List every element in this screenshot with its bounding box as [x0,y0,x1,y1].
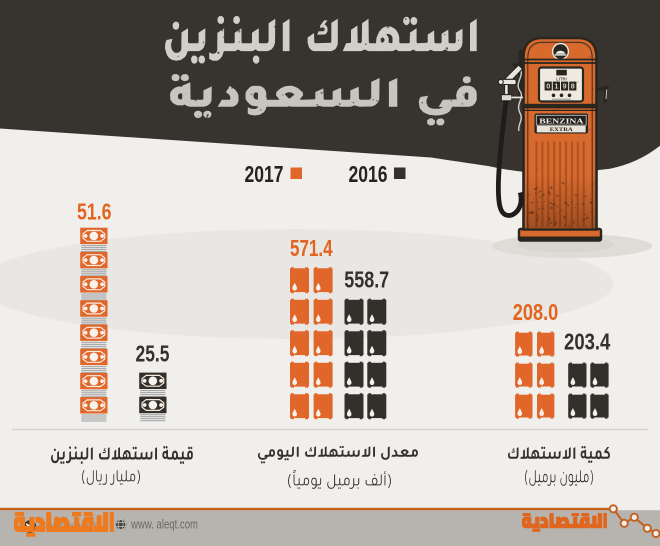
svg-text:EXTRA: EXTRA [550,127,573,133]
svg-text:2016: 2016 [349,161,388,187]
svg-text:BENZINA: BENZINA [539,117,583,126]
svg-text:www. aleqt.com: www. aleqt.com [130,517,198,532]
svg-text:51.6: 51.6 [77,199,112,225]
svg-text:203.4: 203.4 [564,329,610,355]
svg-text:2017: 2017 [245,161,284,187]
svg-text:1: 1 [554,82,558,91]
svg-text:571.4: 571.4 [290,235,333,261]
svg-text:0: 0 [546,82,550,91]
svg-text:25.5: 25.5 [136,341,170,367]
svg-text:9: 9 [563,82,567,91]
svg-text:LITRI: LITRI [556,77,566,82]
svg-text:208.0: 208.0 [513,299,558,325]
svg-text:8: 8 [571,82,575,91]
svg-text:558.7: 558.7 [344,267,389,293]
